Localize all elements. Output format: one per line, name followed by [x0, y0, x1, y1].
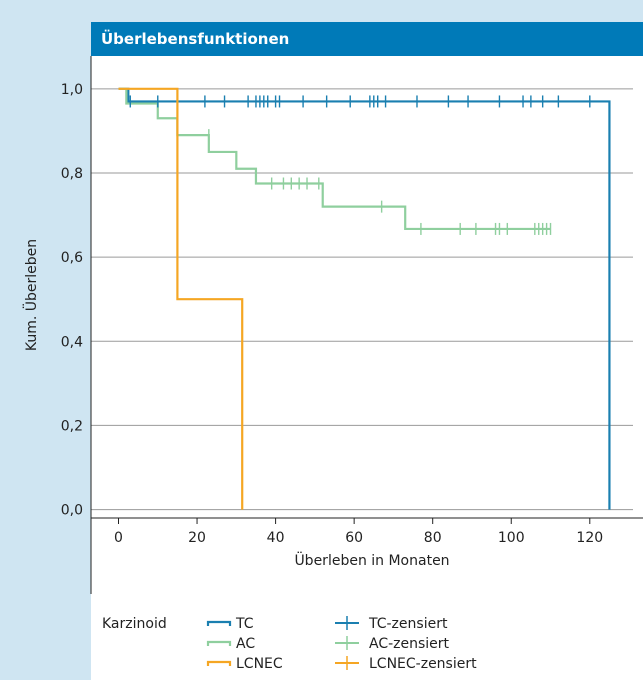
x-tick-label: 60 — [345, 530, 363, 546]
y-tick-label: 0,2 — [61, 418, 83, 434]
x-tick-label: 40 — [267, 530, 285, 546]
legend-line-ac — [206, 640, 232, 646]
y-axis-label: Kum. Überleben — [22, 239, 40, 351]
x-tick-label: 20 — [188, 530, 206, 546]
legend-title: Karzinoid — [102, 616, 167, 632]
legend-censor-label-tc: TC-zensiert — [368, 616, 448, 632]
x-tick-label: 100 — [498, 530, 525, 546]
y-tick-label: 1,0 — [61, 82, 83, 98]
legend-label-tc: TC — [235, 616, 254, 632]
legend-label-lcnec: LCNEC — [236, 656, 283, 672]
legend-line-lcnec — [206, 660, 232, 666]
chart-title: Überlebensfunktionen — [91, 22, 643, 56]
plot-area — [91, 56, 643, 594]
x-axis-label: Überleben in Monaten — [294, 551, 449, 569]
y-tick-label: 0,6 — [61, 250, 83, 266]
legend-censor-label-lcnec: LCNEC-zensiert — [369, 656, 477, 672]
legend-censor-label-ac: AC-zensiert — [369, 636, 450, 652]
y-tick-label: 0,8 — [61, 166, 83, 182]
km-line-lcnec — [118, 87, 244, 510]
x-tick-label: 80 — [424, 530, 442, 546]
legend-line-tc — [206, 620, 232, 626]
y-tick-label: 0,0 — [61, 503, 83, 519]
x-tick-label: 0 — [114, 530, 123, 546]
km-line-ac — [118, 87, 551, 231]
legend-label-ac: AC — [236, 636, 255, 652]
legend — [91, 594, 643, 680]
y-tick-label: 0,4 — [61, 334, 83, 350]
x-tick-label: 120 — [576, 530, 603, 546]
